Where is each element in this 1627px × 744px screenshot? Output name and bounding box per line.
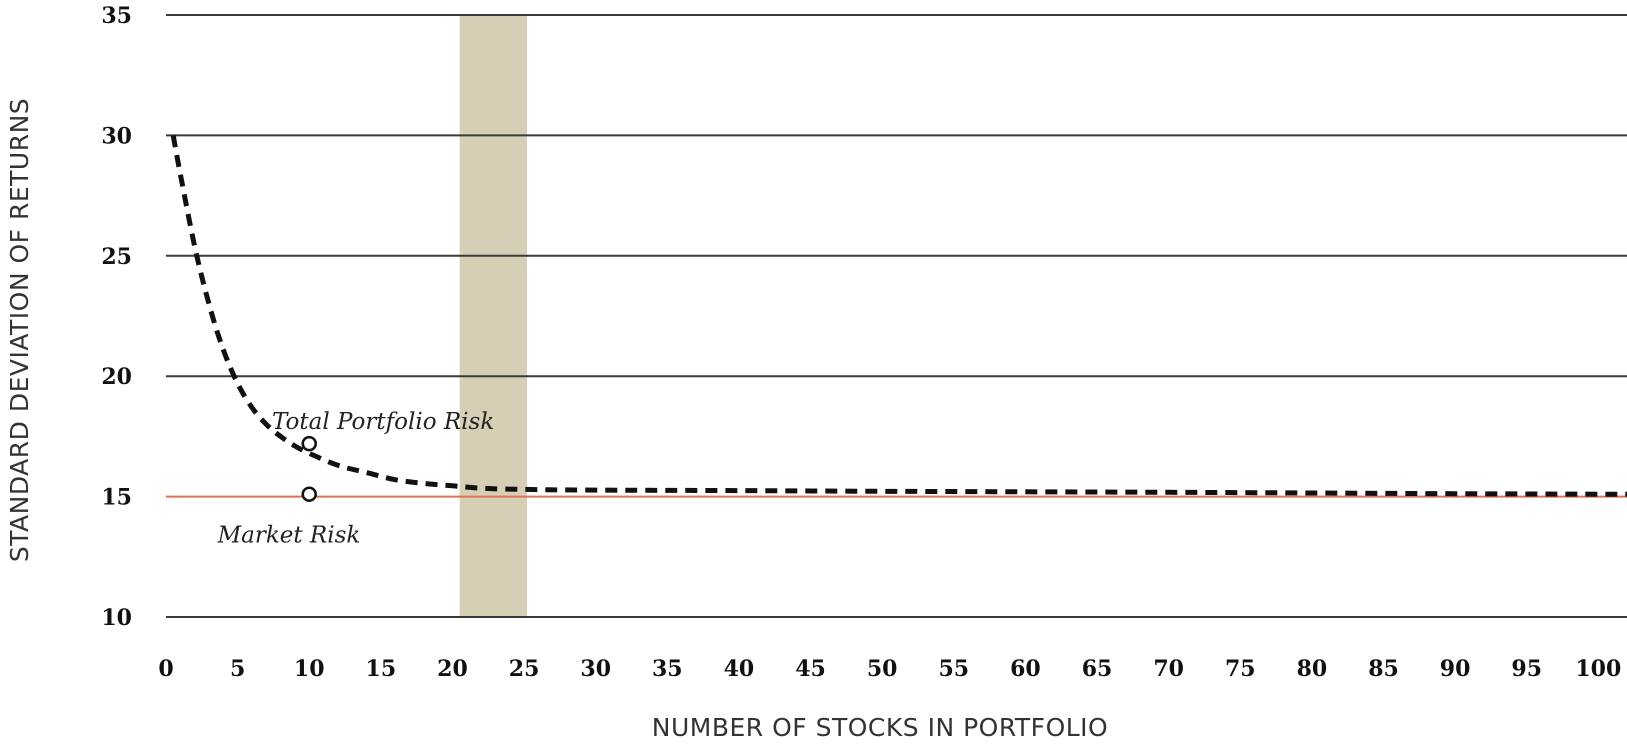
x-tick-label-100: 100	[1575, 656, 1621, 682]
y-axis-title: STANDARD DEVIATION OF RETURNS	[5, 98, 34, 562]
y-tick-label-15: 15	[101, 485, 132, 511]
annotation-1: Market Risk	[217, 522, 361, 548]
annotation-0: Total Portfolio Risk	[272, 409, 494, 435]
x-tick-label-90: 90	[1440, 656, 1471, 682]
y-tick-label-20: 20	[101, 364, 132, 390]
point-markers	[301, 435, 317, 502]
x-tick-label-35: 35	[652, 656, 683, 682]
point-marker-1	[301, 486, 317, 502]
x-tick-label-25: 25	[509, 656, 540, 682]
point-marker-0	[301, 435, 317, 452]
highlight-band	[459, 15, 527, 617]
x-tick-label-0: 0	[158, 656, 173, 682]
x-tick-label-70: 70	[1153, 656, 1184, 682]
annotations: Total Portfolio Risk Market Risk	[217, 409, 495, 548]
x-tick-label-85: 85	[1368, 656, 1399, 682]
x-axis-title: NUMBER OF STOCKS IN PORTFOLIO	[652, 713, 1108, 742]
x-tick-label-20: 20	[437, 656, 468, 682]
x-tick-label-40: 40	[724, 656, 755, 682]
x-tick-label-65: 65	[1082, 656, 1113, 682]
y-tick-label-10: 10	[101, 605, 132, 631]
y-tick-label-25: 25	[101, 244, 132, 270]
x-tick-label-30: 30	[580, 656, 611, 682]
y-tick-label-35: 35	[101, 3, 132, 29]
x-tick-label-5: 5	[230, 656, 245, 682]
x-tick-label-10: 10	[294, 656, 325, 682]
highlight-band-layer	[459, 15, 527, 617]
portfolio-risk-curve	[170, 134, 1627, 497]
x-tick-label-60: 60	[1010, 656, 1041, 682]
gridlines	[166, 14, 1627, 618]
x-tick-label-15: 15	[366, 656, 397, 682]
x-tick-labels: 0 5 10 15 20 25 30 35 40 45 50 55 60 65 70 75 80 85 90 95 10…	[158, 656, 1621, 682]
x-tick-label-45: 45	[795, 656, 826, 682]
y-tick-label-30: 30	[101, 123, 132, 149]
y-tick-labels: 10 15 20 25 30 35	[101, 3, 132, 631]
x-tick-label-80: 80	[1297, 656, 1328, 682]
x-tick-label-55: 55	[938, 656, 969, 682]
x-tick-label-75: 75	[1225, 656, 1256, 682]
x-tick-label-95: 95	[1511, 656, 1542, 682]
x-tick-label-50: 50	[867, 656, 898, 682]
curve-layer	[170, 134, 1627, 497]
